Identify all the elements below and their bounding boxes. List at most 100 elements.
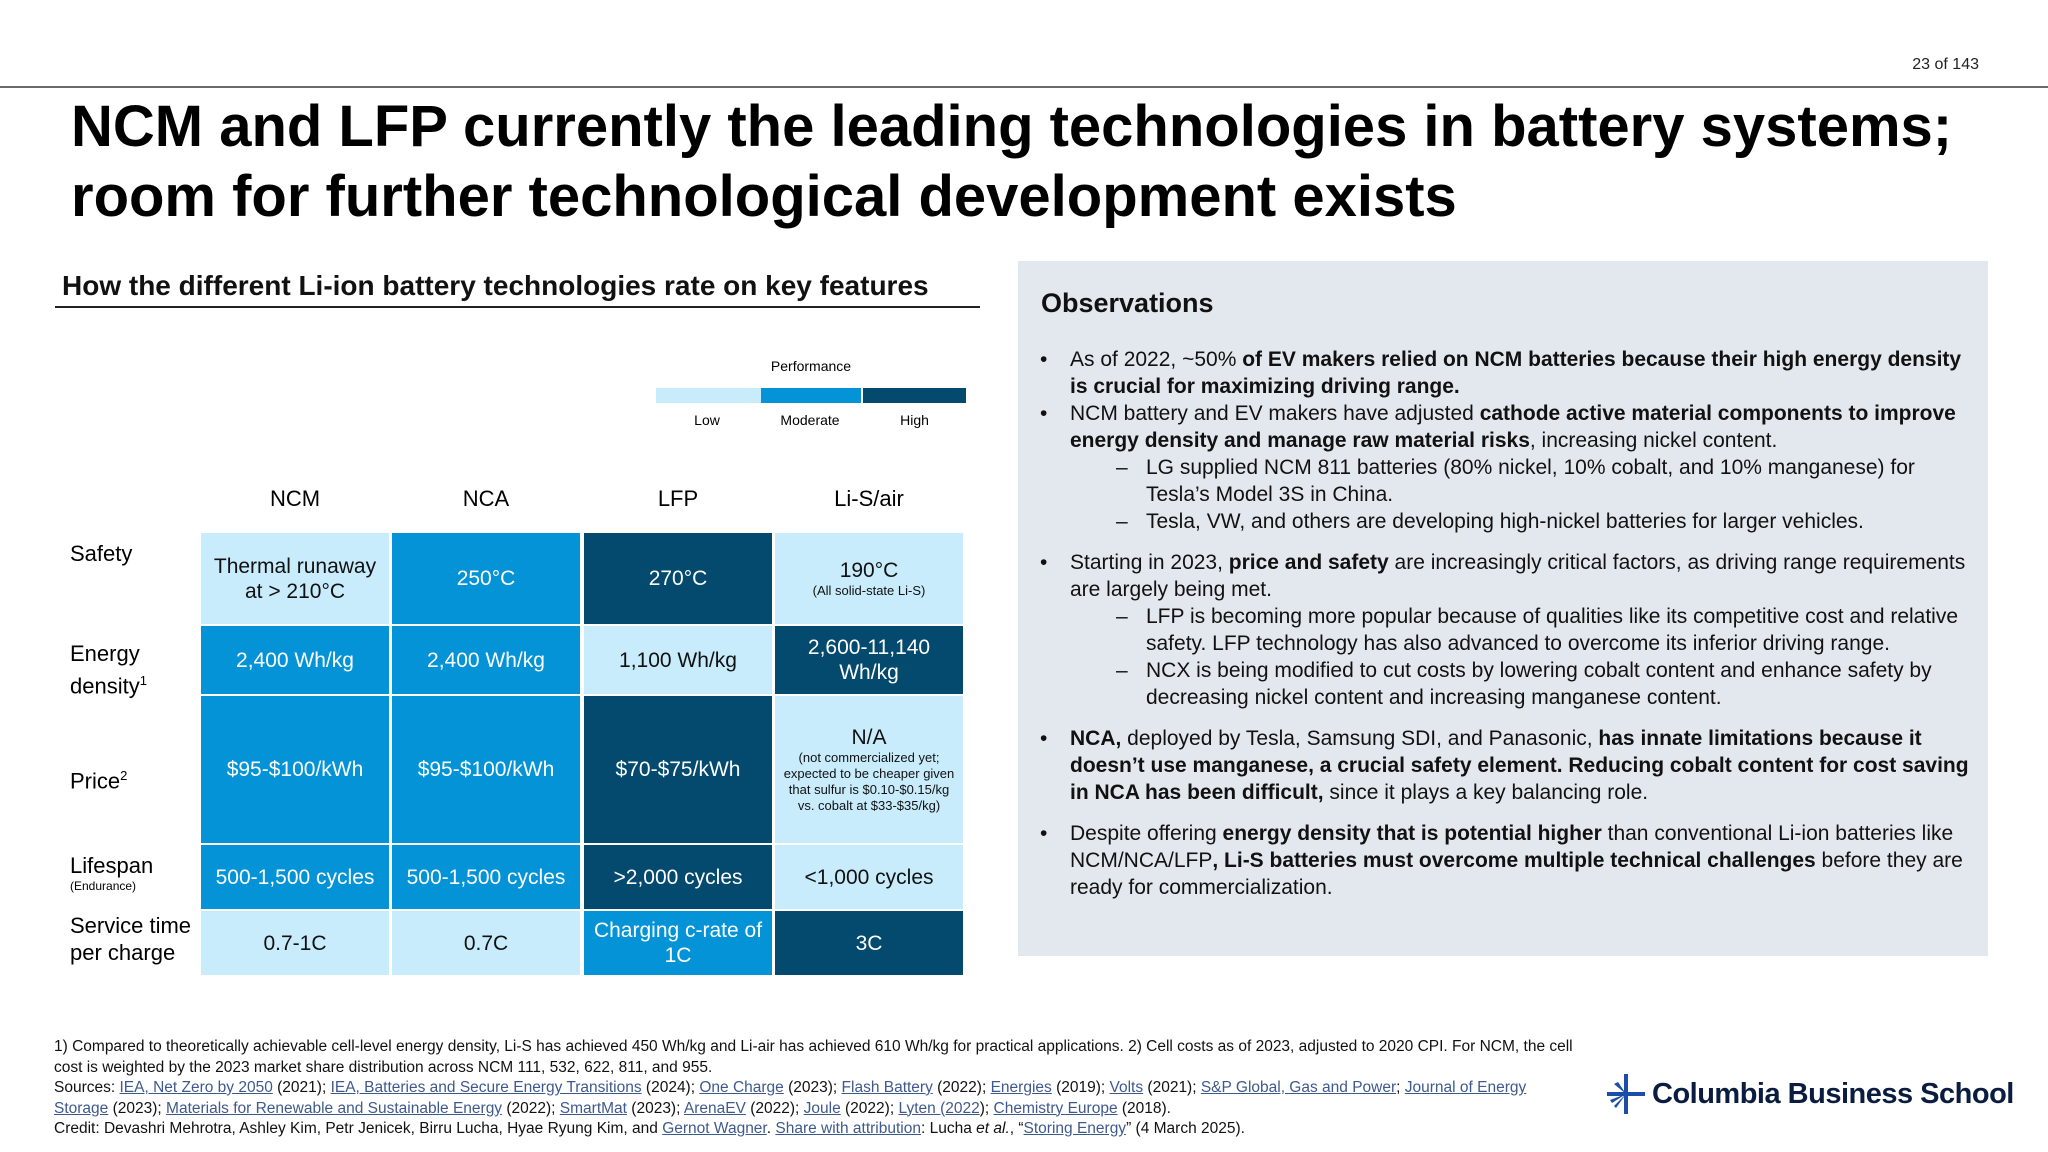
credit-authors: Credit: Devashri Mehrotra, Ashley Kim, P… [54,1120,663,1137]
row-label-2: Price2 [70,762,190,794]
bullet-spacer [1036,535,1976,549]
legend-high-label: High [900,412,929,428]
table-cell: 270°C [584,533,772,624]
credit-line: Credit: Devashri Mehrotra, Ashley Kim, P… [54,1119,1574,1140]
credit-link-storing-energy[interactable]: Storing Energy [1023,1120,1127,1137]
table-cell: 2,600-11,140 Wh/kg [775,626,963,694]
bullet-text: NCM battery and EV makers have adjusted [1070,402,1480,425]
row-label-0: Safety [70,540,190,567]
cell-value: Thermal runaway at > 210°C [213,554,377,603]
source-link[interactable]: Materials for Renewable and Sustainable … [166,1099,503,1117]
bullet-text: , Li-S batteries must overcome multiple … [1212,849,1816,872]
source-link[interactable]: Energies [990,1079,1052,1096]
source-link[interactable]: IEA, Net Zero by 2050 [119,1079,273,1096]
bullet-text: are increasingly critical factors, as dr… [1070,551,1966,601]
columbia-logo: Columbia Business School [1604,1072,2014,1116]
source-link[interactable]: IEA, Batteries and Secure Energy Transit… [330,1079,642,1096]
source-link[interactable]: Journal of Energy Storage [54,1079,1527,1117]
bullet-text: cathode active material components to im… [1070,402,1956,452]
row-label-3: Lifespan (Endurance) [70,852,190,893]
cell-note: (All solid-state Li-S) [812,583,926,598]
cell-value: 190°C [839,559,899,582]
source-link[interactable]: Volts [1109,1079,1144,1096]
cell-value: 2,600-11,140 Wh/kg [807,636,931,684]
bullet-text: Tesla, VW, and others are developing hig… [1146,510,1864,533]
bullet-spacer [1036,806,1976,820]
table-cell: 250°C [392,533,580,624]
table-cell: $95-$100/kWh [392,696,580,843]
cell-value: $95-$100/kWh [417,758,555,781]
table-cell: 500-1,500 cycles [392,845,580,909]
credit-sep2: , “ [1009,1120,1024,1137]
footnote-text: 1) Compared to theoretically achievable … [54,1038,1573,1076]
bullet-text: before they are ready for commercializat… [1070,849,1963,899]
source-year: (2022); [502,1099,560,1117]
footnotes: 1) Compared to theoretically achievable … [54,1037,1574,1140]
credit-sep: . [766,1120,776,1137]
table-cell: 0.7-1C [201,911,389,975]
source-link[interactable]: Flash Battery [841,1079,933,1096]
source-year: (2022); [745,1099,804,1117]
slide-title: NCM and LFP currently the leading techno… [71,94,1953,229]
sources-line: Sources: IEA, Net Zero by 2050 (2021); I… [54,1078,1574,1119]
bullet-text: LFP is becoming more popular because of … [1146,605,1959,655]
source-link[interactable]: Joule [803,1099,841,1117]
bullet-text: , increasing nickel content. [1529,429,1778,452]
row-label-text: Price [70,768,121,794]
cell-value: 250°C [456,567,516,590]
credit-link-gernot-wagner[interactable]: Gernot Wagner [662,1120,767,1137]
row-label-1: Energy density1 [70,640,190,699]
table-cell: Charging c-rate of 1C [584,911,772,975]
bullet-text: NCX is being modified to cut costs by lo… [1146,659,1932,709]
source-year: (2019); [1051,1079,1110,1096]
observation-bullet: Starting in 2023, price and safety are i… [1036,549,1976,603]
cell-value: 3C [855,931,883,955]
cell-value: 2,400 Wh/kg [236,648,354,672]
bullet-text: than conventional Li-ion batteries like … [1070,822,1954,872]
cell-value: >2,000 cycles [613,865,743,889]
observation-subbullet: LG supplied NCM 811 batteries (80% nicke… [1036,454,1976,508]
cell-value: N/A [851,726,887,749]
table-cell: 1,100 Wh/kg [584,626,772,694]
bullet-text: has innate limitations because it doesn’… [1070,727,1969,804]
source-link[interactable]: ArenaEV [683,1099,746,1117]
legend-low-label: Low [694,412,720,428]
row-label-text: Safety [70,541,133,566]
source-link[interactable]: Lyten (2022 [898,1099,980,1117]
cell-value: 500-1,500 cycles [406,865,566,889]
cell-value: 0.7-1C [263,931,327,955]
bullet-spacer [1036,711,1976,725]
table-cell: N/A (not commercialized yet; expected to … [775,696,963,843]
cell-value: $95-$100/kWh [226,758,364,781]
observation-bullet: As of 2022, ~50% of EV makers relied on … [1036,346,1976,400]
cell-value: 500-1,500 cycles [215,865,375,889]
source-link[interactable]: Chemistry Europe [993,1099,1118,1117]
cell-value: Charging c-rate of 1C [593,919,763,967]
credit-link-share[interactable]: Share with attribution [775,1120,921,1137]
bullet-text: price and safety [1228,551,1389,574]
cell-value: 270°C [648,567,708,590]
source-year: ); [979,1099,994,1117]
column-header-ncm: NCM [269,486,321,511]
row-label-text: Service time per charge [70,913,192,965]
bullet-text: Despite offering [1070,822,1223,845]
source-link[interactable]: S&P Global, Gas and Power [1200,1079,1397,1096]
row-label-footnote-mark: 1 [139,673,147,688]
source-link[interactable]: SmartMat [559,1099,627,1117]
observation-bullet: NCA, deployed by Tesla, Samsung SDI, and… [1036,725,1976,806]
bullet-text: As of 2022, ~50% [1070,348,1243,371]
source-link[interactable]: One Charge [699,1079,784,1096]
bullet-text: Starting in 2023, [1070,551,1229,574]
credit-etal: et al. [976,1120,1010,1137]
columbia-crown-icon [1607,1074,1645,1114]
observations-title: Observations [1041,288,1214,318]
table-heading-rule [55,306,980,308]
row-label-text: Lifespan [70,853,154,878]
header-rule [0,86,2048,88]
observation-subbullet: NCX is being modified to cut costs by lo… [1036,657,1976,711]
source-year: (2023); [108,1099,167,1117]
table-cell: <1,000 cycles [775,845,963,909]
legend-moderate-swatch [761,388,861,403]
cell-value: $70-$75/kWh [615,758,741,781]
bullet-text: deployed by Tesla, Samsung SDI, and Pana… [1121,727,1599,750]
